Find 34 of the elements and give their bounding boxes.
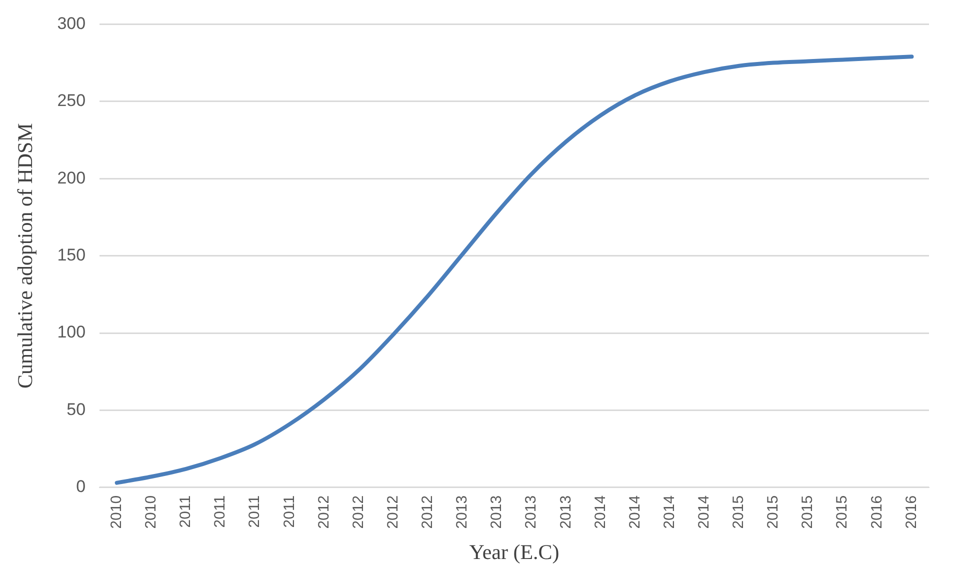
x-tick-label: 2011 [177, 495, 194, 528]
line-series [114, 54, 914, 485]
x-tick-label: 2015 [834, 495, 851, 529]
x-tick-label: 2015 [730, 495, 748, 529]
x-tick-label: 2012 [315, 495, 332, 529]
x-tick-label: 2013 [454, 495, 471, 529]
x-tick-label: 2015 [799, 495, 816, 529]
y-tick-label: 250 [57, 91, 86, 110]
x-tick-label: 2016 [868, 495, 886, 529]
x-tick-label: 2011 [212, 495, 229, 528]
y-tick-label: 150 [57, 246, 86, 265]
x-tick-label: 2011 [246, 495, 264, 528]
x-tick-label: 2013 [488, 495, 506, 529]
x-tick-label: 2014 [660, 495, 678, 529]
y-tick-label: 200 [57, 168, 86, 188]
y-tick-label: 50 [66, 400, 86, 419]
y-tick-label: 300 [57, 14, 86, 33]
x-tick-label: 2010 [108, 495, 125, 529]
x-tick-label: 2012 [419, 495, 436, 529]
x-tick-label: 2012 [350, 495, 367, 529]
y-tick-label: 0 [76, 477, 86, 496]
x-tick-label: 2014 [696, 495, 712, 529]
x-tick-label: 2016 [902, 495, 920, 529]
x-tick-label: 2013 [557, 495, 574, 529]
x-tick-label: 2013 [522, 495, 540, 529]
x-tick-label: 2014 [592, 495, 609, 529]
x-tick-label: 2011 [280, 495, 298, 528]
x-tick-label: 2012 [384, 495, 402, 529]
y-tick-label: 100 [57, 322, 86, 342]
x-tick-label: 2010 [142, 495, 160, 529]
x-tick-label: 2014 [626, 495, 644, 529]
x-tick-label: 2015 [764, 495, 782, 529]
x-axis-title: Year (E.C) [469, 540, 560, 564]
y-axis-title: Cumulative adoption of HDSM [13, 122, 38, 389]
